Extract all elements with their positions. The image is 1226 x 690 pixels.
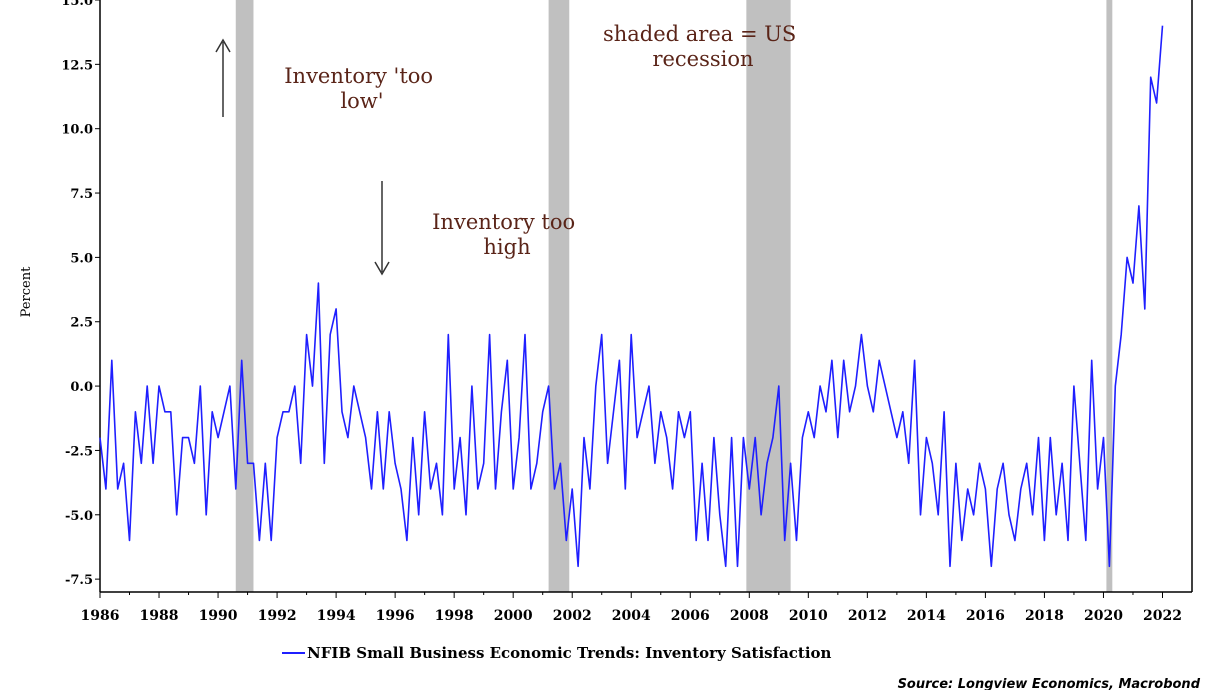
recession-band-3	[1106, 0, 1113, 592]
x-tick-label: 2016	[966, 608, 1005, 624]
y-tick-label: 5.0	[70, 251, 93, 266]
x-tick-label: 2004	[612, 608, 651, 624]
y-tick-label: -5.0	[65, 509, 93, 524]
legend-label: NFIB Small Business Economic Trends: Inv…	[307, 644, 832, 662]
x-tick-label: 1998	[435, 608, 474, 624]
x-tick-label: 2018	[1025, 608, 1064, 624]
x-axis: 1986 1988 1990 1992 1994 1996 1998 2000 2002 2004…	[81, 592, 1182, 624]
annotation-recession-line-2: recession	[652, 47, 753, 71]
x-tick-label: 1990	[199, 608, 238, 624]
x-tick-label: 2014	[907, 608, 946, 624]
x-tick-label: 1992	[258, 608, 297, 624]
annotation-recession-line-1: shaded area = US	[603, 22, 796, 46]
x-tick-label: 2012	[848, 608, 887, 624]
x-tick-label: 2000	[494, 608, 533, 624]
x-tick-label: 2008	[730, 608, 769, 624]
annotation-too-low-line-1: Inventory 'too	[284, 64, 433, 88]
annotation-too-low: Inventory 'too low'	[284, 64, 439, 113]
annotation-too-high-line-1: Inventory too	[432, 210, 575, 234]
x-tick-label: 1988	[140, 608, 179, 624]
source-note: Source: Longview Economics, Macrobond	[898, 677, 1201, 690]
arrow-down-icon	[374, 181, 390, 276]
x-tick-label: 1994	[317, 608, 356, 624]
x-tick-label: 2010	[789, 608, 828, 624]
y-tick-label: 7.5	[70, 187, 93, 202]
annotation-too-high: Inventory too high	[432, 210, 582, 259]
plot-frame	[99, 0, 1193, 593]
y-tick-label: -2.5	[65, 444, 93, 459]
annotation-recession-note: shaded area = US recession	[603, 22, 803, 71]
y-tick-label: 0.0	[70, 380, 93, 395]
x-tick-label: 1996	[376, 608, 415, 624]
x-tick-label: 2006	[671, 608, 710, 624]
y-axis: 15.0 12.5 10.0 7.5 5.0 2.5 0.0 -2.5 -5.0 -7.5	[61, 0, 100, 588]
y-tick-label: -7.5	[65, 573, 93, 588]
y-tick-label: 12.5	[61, 58, 93, 73]
x-tick-label: 1986	[81, 608, 120, 624]
inventory-satisfaction-line	[99, 25, 1164, 568]
x-tick-label: 2020	[1084, 608, 1123, 624]
y-tick-label: 2.5	[70, 316, 93, 331]
recession-band-0	[235, 0, 254, 592]
x-tick-label: 2022	[1143, 608, 1182, 624]
annotation-too-low-line-2: low'	[340, 89, 383, 113]
legend: NFIB Small Business Economic Trends: Inv…	[282, 644, 832, 662]
arrow-up-icon	[215, 38, 231, 117]
annotation-too-high-line-2: high	[483, 235, 530, 259]
recession-band-1	[548, 0, 570, 592]
y-tick-label: 10.0	[61, 123, 93, 138]
y-axis-label: Percent	[19, 266, 34, 317]
y-tick-label: 15.0	[61, 0, 93, 9]
x-tick-label: 2002	[553, 608, 592, 624]
